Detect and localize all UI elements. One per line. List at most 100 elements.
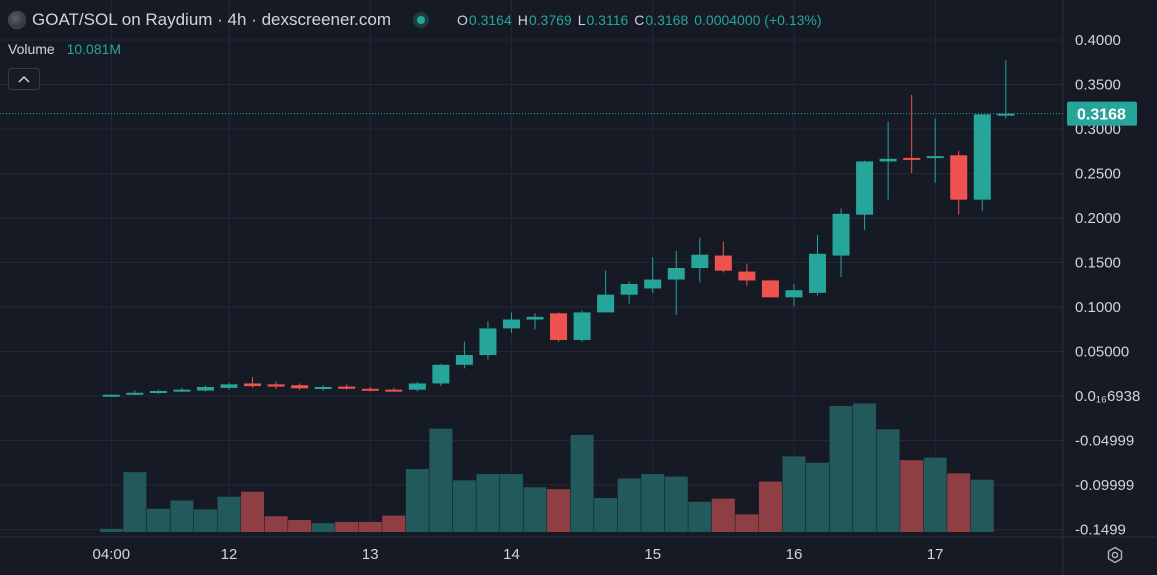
open-value: 0.3164 bbox=[468, 12, 512, 28]
x-tick-label: 15 bbox=[644, 546, 661, 563]
volume-bar bbox=[499, 474, 523, 532]
volume-bar bbox=[594, 497, 618, 532]
volume-bar bbox=[735, 514, 759, 532]
candle-body bbox=[291, 385, 309, 389]
volume-bar bbox=[923, 457, 947, 532]
chart-title: GOAT/SOL on Raydium · 4h · dexscreener.c… bbox=[32, 10, 392, 29]
candle-body bbox=[479, 328, 497, 356]
volume-bar bbox=[829, 406, 853, 532]
candle-body bbox=[408, 383, 426, 390]
candle-body bbox=[761, 280, 779, 298]
volume-bar bbox=[617, 478, 641, 532]
y-axis: 0.40000.35000.30000.25000.20000.15000.10… bbox=[1075, 32, 1140, 539]
candle-body bbox=[738, 271, 756, 281]
volume-label: Volume bbox=[8, 41, 55, 57]
volume-bar bbox=[288, 520, 312, 532]
volume-bar bbox=[476, 474, 500, 532]
high-label: H bbox=[517, 12, 528, 28]
volume-legend: Volume 10.081M bbox=[8, 41, 121, 57]
candle-body bbox=[455, 355, 473, 365]
candle-body bbox=[432, 364, 450, 384]
volume-bar bbox=[99, 528, 123, 532]
candle-body bbox=[126, 392, 144, 395]
volume-bar bbox=[641, 474, 665, 532]
volume-bar bbox=[876, 429, 900, 532]
volume-bar bbox=[806, 462, 829, 532]
volume-bar bbox=[853, 403, 877, 532]
volume-bar bbox=[193, 509, 217, 532]
y-tick-label: 0.1500 bbox=[1075, 255, 1121, 272]
candle-body bbox=[832, 213, 850, 256]
volume-bar bbox=[782, 456, 806, 532]
volume-bar bbox=[570, 434, 594, 532]
y-tick-label: 0.1000 bbox=[1075, 299, 1121, 316]
y-tick-label: -0.09999 bbox=[1075, 477, 1134, 494]
chevron-up-icon bbox=[18, 75, 30, 83]
y-tick-label: -0.04999 bbox=[1075, 433, 1134, 450]
volume-bar bbox=[947, 473, 971, 532]
volume-bar bbox=[217, 496, 241, 532]
volume-bar bbox=[711, 498, 735, 532]
volume-bar bbox=[758, 481, 782, 532]
candle-body bbox=[809, 253, 826, 293]
candle-body bbox=[644, 279, 662, 289]
candle-body bbox=[361, 388, 379, 391]
candle-body bbox=[244, 383, 262, 387]
candle-body bbox=[714, 255, 732, 271]
candle-body bbox=[879, 158, 897, 162]
token-logo-icon bbox=[8, 11, 26, 29]
candle-body bbox=[785, 290, 803, 298]
high-value: 0.3769 bbox=[528, 12, 572, 28]
x-tick-label: 14 bbox=[503, 546, 520, 563]
candle-body bbox=[997, 113, 1015, 116]
settings-icon[interactable] bbox=[1105, 545, 1125, 565]
candle-body bbox=[667, 268, 685, 280]
last-price-badge-text: 0.3168 bbox=[1077, 107, 1126, 124]
y-tick-label: 0.2000 bbox=[1075, 210, 1121, 227]
volume-bar bbox=[358, 521, 382, 532]
volume-bar bbox=[452, 480, 476, 532]
candle-body bbox=[856, 161, 874, 215]
low-value: 0.3116 bbox=[586, 12, 629, 28]
low-label: L bbox=[577, 12, 586, 28]
last-price-badge: 0.3168 bbox=[1067, 101, 1137, 126]
x-tick-label: 13 bbox=[362, 546, 379, 563]
close-value: 0.3168 bbox=[645, 12, 689, 28]
volume-bar bbox=[264, 516, 288, 532]
candles bbox=[102, 60, 1015, 397]
x-tick-label: 04:00 bbox=[93, 546, 131, 563]
y-tick-label: 0.2500 bbox=[1075, 166, 1121, 183]
candle-body bbox=[314, 387, 332, 390]
candle-body bbox=[173, 389, 191, 392]
y-tick-label: -0.1499 bbox=[1075, 522, 1126, 539]
candle-body bbox=[903, 157, 921, 160]
x-tick-label: 17 bbox=[927, 546, 944, 563]
open-label: O bbox=[457, 12, 468, 28]
candle-body bbox=[267, 384, 285, 387]
candle-body bbox=[102, 394, 120, 397]
candle-body bbox=[926, 156, 944, 159]
candle-body bbox=[502, 319, 520, 329]
settings-glyph bbox=[1107, 546, 1123, 564]
volume-bar bbox=[241, 491, 265, 532]
volume-bar bbox=[900, 460, 924, 532]
x-tick-label: 16 bbox=[786, 546, 803, 563]
x-axis: 04:00 12 13 14 15 16 17 bbox=[93, 546, 944, 563]
y-tick-label: 0.3500 bbox=[1075, 77, 1121, 94]
volume-bar bbox=[123, 472, 147, 532]
close-label: C bbox=[634, 12, 645, 28]
collapse-legend-button[interactable] bbox=[8, 68, 40, 90]
volume-value: 10.081M bbox=[66, 41, 122, 57]
volume-bar bbox=[523, 487, 547, 532]
candle-body bbox=[526, 316, 544, 320]
x-tick-label: 12 bbox=[221, 546, 238, 563]
candle-body bbox=[620, 284, 638, 295]
y-tick-label: 0.4000 bbox=[1075, 32, 1121, 49]
candle-body bbox=[691, 254, 709, 269]
eye-dot-icon[interactable] bbox=[413, 12, 430, 28]
candle-body bbox=[973, 114, 991, 200]
volume-bar bbox=[405, 469, 429, 532]
y-tick-label: 0.05000 bbox=[1075, 344, 1129, 361]
candle-body bbox=[220, 384, 238, 388]
